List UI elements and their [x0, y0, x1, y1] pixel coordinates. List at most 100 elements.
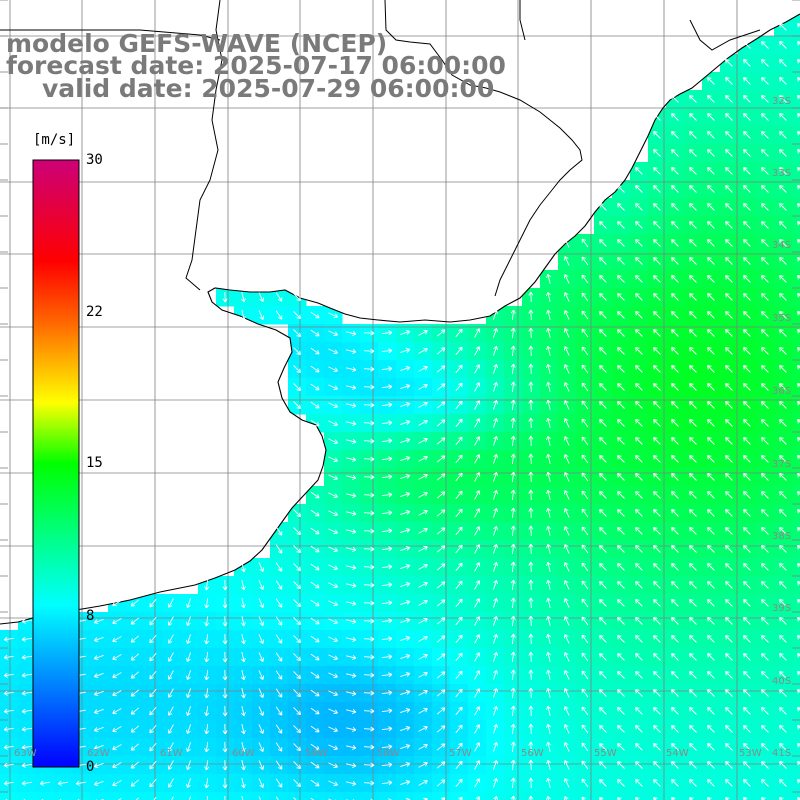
wind-arrow [310, 653, 320, 661]
wind-arrow [635, 689, 643, 697]
wind-arrow [743, 77, 751, 85]
wind-arrow [167, 778, 174, 788]
wind-arrow [167, 616, 174, 626]
wind-arrow [436, 599, 446, 607]
wind-cell [270, 792, 289, 800]
wind-arrow [653, 635, 661, 643]
wind-arrow [743, 41, 751, 49]
wind-arrow [3, 636, 14, 642]
wind-arrow [671, 743, 679, 751]
wind-arrow [310, 545, 320, 553]
wind-cell [306, 792, 325, 800]
wind-arrow [528, 507, 534, 519]
wind-arrow [188, 796, 192, 800]
wind-arrow [635, 743, 643, 751]
wind-arrow [474, 742, 481, 752]
wind-arrow [293, 779, 301, 788]
wind-arrow [510, 777, 516, 789]
wind-arrow [310, 707, 320, 715]
wind-arrow [671, 527, 679, 535]
wind-arrow [797, 563, 800, 568]
wind-arrow [671, 167, 679, 175]
wind-arrow [581, 670, 589, 680]
wind-cell [90, 792, 109, 800]
wind-arrow [328, 564, 338, 571]
wind-arrow [599, 653, 607, 661]
wind-cell [450, 792, 469, 800]
wind-arrow [581, 724, 589, 734]
colorbar-tick-label: 0 [86, 759, 95, 775]
wind-arrow [761, 437, 769, 445]
wind-arrow [671, 419, 679, 427]
wind-arrow [93, 708, 104, 715]
wind-arrow [707, 509, 715, 517]
wind-arrow [743, 293, 751, 301]
wind-arrow [689, 257, 697, 265]
wind-arrow [293, 365, 301, 374]
wind-arrow [779, 239, 787, 247]
wind-arrow [546, 723, 552, 734]
wind-arrow [635, 203, 643, 211]
wind-arrow [400, 744, 411, 750]
wind-arrow [725, 689, 733, 697]
wind-cell [792, 756, 800, 775]
wind-arrow [635, 707, 643, 715]
wind-arrow [474, 436, 481, 446]
wind-arrow [370, 798, 373, 800]
wind-arrow [743, 311, 751, 319]
wind-arrow [617, 221, 625, 229]
latitude-label: 41S [772, 748, 792, 759]
wind-arrow [275, 724, 283, 734]
wind-arrow [797, 599, 800, 604]
wind-arrow [743, 257, 751, 265]
wind-arrow [635, 725, 643, 733]
wind-arrow [635, 257, 643, 265]
wind-arrow [21, 744, 32, 750]
wind-arrow [418, 671, 428, 678]
wind-arrow [258, 706, 265, 716]
wind-arrow [510, 507, 516, 519]
wind-arrow [635, 365, 643, 373]
wind-arrow [707, 401, 715, 409]
wind-arrow [492, 543, 498, 554]
wind-arrow [671, 563, 679, 571]
wind-arrow [671, 113, 679, 121]
wind-arrow [258, 778, 265, 788]
wind-arrow [436, 653, 446, 661]
wind-arrow [707, 383, 715, 391]
wind-arrow [400, 456, 411, 462]
wind-arrow [381, 636, 393, 642]
wind-arrow [93, 672, 104, 679]
wind-arrow [528, 417, 534, 429]
wind-arrow [671, 653, 679, 661]
wind-arrow [112, 708, 122, 715]
wind-arrow [436, 779, 446, 787]
wind-arrow [363, 780, 375, 786]
longitude-label: 59W [305, 748, 328, 759]
wind-arrow [293, 635, 301, 644]
wind-arrow [222, 687, 228, 699]
wind-arrow [707, 311, 715, 319]
wind-arrow [563, 274, 570, 284]
wind-arrow [112, 636, 122, 643]
wind-arrow [455, 760, 463, 770]
wind-arrow [436, 635, 446, 643]
wind-arrow [743, 383, 751, 391]
wind-arrow [761, 527, 769, 535]
wind-arrow [436, 671, 446, 679]
wind-arrow [21, 672, 32, 678]
wind-arrow [455, 670, 463, 680]
wind-arrow [167, 598, 174, 608]
wind-arrow [3, 672, 14, 678]
wind-arrow [635, 779, 643, 787]
wind-arrow [581, 634, 589, 644]
wind-arrow [345, 474, 357, 480]
wind-arrow [345, 708, 357, 714]
wind-arrow [510, 309, 516, 321]
wind-arrow [167, 670, 174, 680]
wind-arrow [492, 687, 498, 698]
wind-arrow [258, 598, 265, 608]
wind-arrow [563, 544, 570, 554]
wind-arrow [3, 690, 14, 696]
wind-arrow [93, 780, 104, 787]
